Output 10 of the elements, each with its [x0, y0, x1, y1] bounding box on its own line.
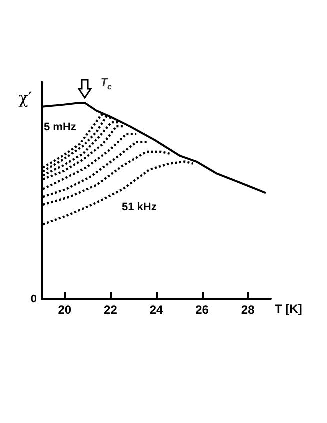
y-axis-title: χ′	[18, 88, 32, 108]
annotation: 5 mHz	[44, 122, 77, 134]
text: 0	[30, 294, 38, 306]
annotation: 51 kHz	[122, 202, 158, 214]
x-tick-label: 24	[150, 303, 164, 317]
x-tick-label: 26	[196, 303, 210, 317]
x-tick-label: 28	[241, 303, 256, 317]
x-axis-title: T [K]	[275, 302, 302, 316]
x-tick-label: 20	[58, 303, 72, 317]
x-tick-label: 22	[104, 303, 118, 317]
